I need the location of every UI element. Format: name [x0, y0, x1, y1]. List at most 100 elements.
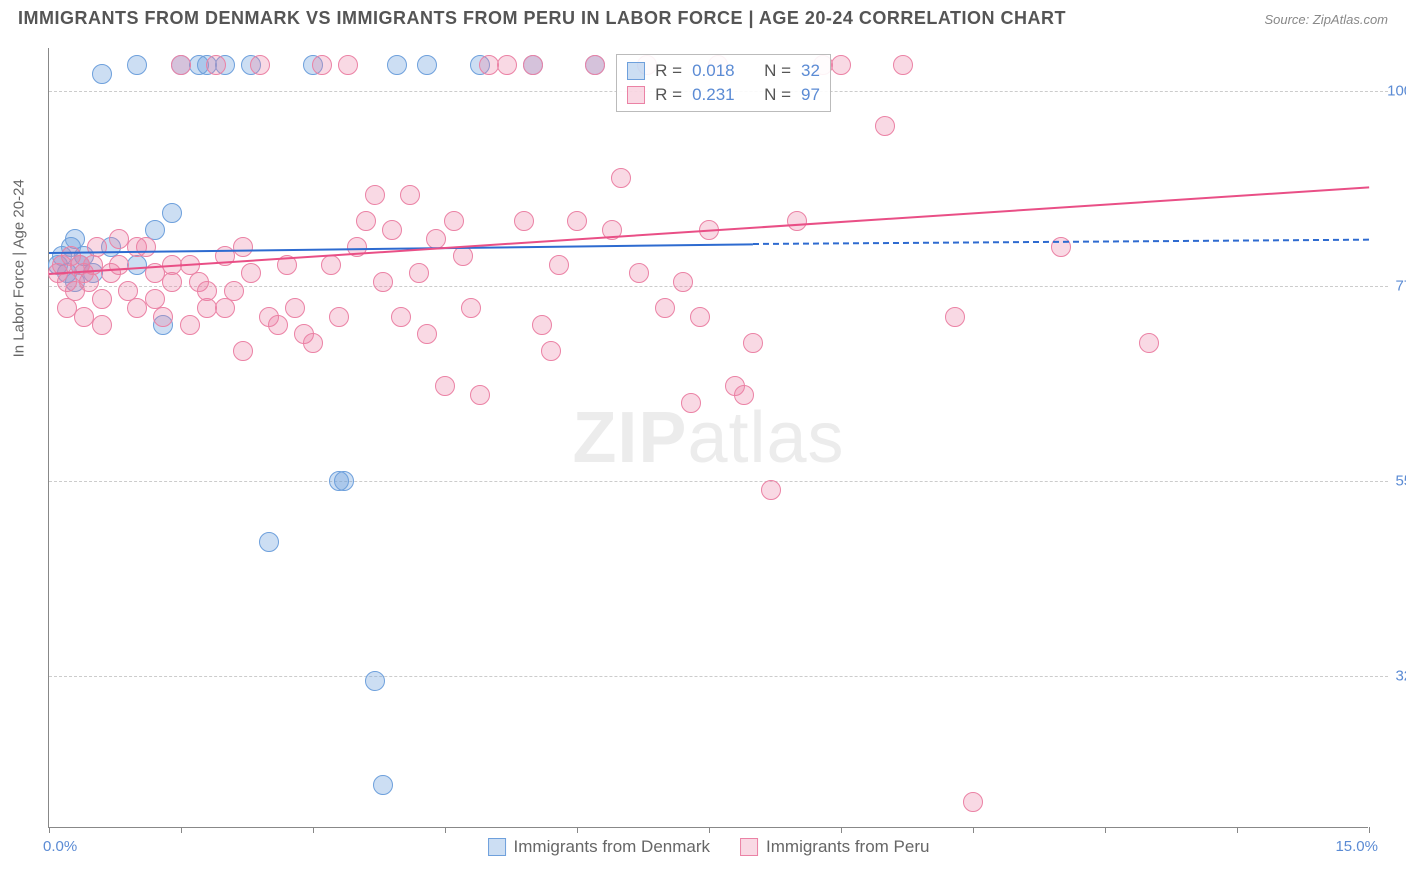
legend-label: Immigrants from Denmark [514, 837, 710, 857]
scatter-point [303, 333, 323, 353]
legend-swatch-icon [627, 86, 645, 104]
n-value: 32 [801, 59, 820, 83]
scatter-point [1139, 333, 1159, 353]
scatter-point [681, 393, 701, 413]
scatter-point [334, 471, 354, 491]
y-tick-label: 32.5% [1378, 668, 1406, 685]
scatter-point [523, 55, 543, 75]
scatter-point [532, 315, 552, 335]
scatter-point [444, 211, 464, 231]
chart-source: Source: ZipAtlas.com [1264, 12, 1388, 27]
y-tick-label: 100.0% [1378, 83, 1406, 100]
scatter-point [145, 289, 165, 309]
scatter-point [690, 307, 710, 327]
scatter-point [373, 272, 393, 292]
scatter-point [655, 298, 675, 318]
legend-label: Immigrants from Peru [766, 837, 929, 857]
scatter-point [206, 55, 226, 75]
x-tick [577, 827, 578, 833]
scatter-point [259, 532, 279, 552]
scatter-point [338, 55, 358, 75]
scatter-point [611, 168, 631, 188]
legend-item: Immigrants from Denmark [488, 837, 710, 857]
series-legend: Immigrants from Denmark Immigrants from P… [488, 837, 930, 857]
y-axis-title: In Labor Force | Age 20-24 [11, 179, 28, 357]
scatter-point [171, 55, 191, 75]
scatter-point [387, 55, 407, 75]
n-value: 97 [801, 83, 820, 107]
scatter-point [426, 229, 446, 249]
scatter-point [92, 315, 112, 335]
legend-item: Immigrants from Peru [740, 837, 929, 857]
scatter-point [312, 55, 332, 75]
scatter-point [285, 298, 305, 318]
scatter-point [417, 55, 437, 75]
scatter-point [787, 211, 807, 231]
scatter-point [92, 289, 112, 309]
scatter-point [409, 263, 429, 283]
scatter-point [497, 55, 517, 75]
scatter-point [585, 55, 605, 75]
scatter-point [831, 55, 851, 75]
scatter-point [356, 211, 376, 231]
scatter-point [197, 281, 217, 301]
scatter-point [87, 237, 107, 257]
legend-swatch-icon [740, 838, 758, 856]
scatter-point [215, 298, 235, 318]
scatter-point [743, 333, 763, 353]
scatter-point [549, 255, 569, 275]
scatter-point [162, 203, 182, 223]
grid-line [49, 676, 1388, 677]
scatter-point [541, 341, 561, 361]
scatter-point [365, 185, 385, 205]
r-value: 0.018 [692, 59, 735, 83]
legend-swatch-icon [488, 838, 506, 856]
y-tick-label: 77.5% [1378, 278, 1406, 295]
y-tick-label: 55.0% [1378, 473, 1406, 490]
legend-row: R =0.018 N =32 [627, 59, 820, 83]
scatter-point [893, 55, 913, 75]
x-tick [973, 827, 974, 833]
scatter-point [382, 220, 402, 240]
scatter-point [734, 385, 754, 405]
correlation-legend: R =0.018 N =32R =0.231 N =97 [616, 54, 831, 112]
scatter-plot: In Labor Force | Age 20-24 ZIPatlas 32.5… [48, 48, 1368, 828]
legend-swatch-icon [627, 62, 645, 80]
scatter-point [127, 237, 147, 257]
scatter-point [79, 272, 99, 292]
scatter-point [514, 211, 534, 231]
scatter-point [329, 307, 349, 327]
x-tick [181, 827, 182, 833]
scatter-point [567, 211, 587, 231]
x-tick [313, 827, 314, 833]
scatter-point [321, 255, 341, 275]
scatter-point [127, 55, 147, 75]
legend-row: R =0.231 N =97 [627, 83, 820, 107]
scatter-point [453, 246, 473, 266]
scatter-point [470, 385, 490, 405]
scatter-point [180, 315, 200, 335]
scatter-point [629, 263, 649, 283]
scatter-point [250, 55, 270, 75]
grid-line [49, 286, 1388, 287]
scatter-point [153, 307, 173, 327]
scatter-point [109, 255, 129, 275]
scatter-point [945, 307, 965, 327]
x-tick [1105, 827, 1106, 833]
scatter-point [461, 298, 481, 318]
scatter-point [268, 315, 288, 335]
r-value: 0.231 [692, 83, 735, 107]
x-tick [709, 827, 710, 833]
x-tick [1237, 827, 1238, 833]
trend-line [49, 187, 1369, 276]
scatter-point [373, 775, 393, 795]
grid-line [49, 481, 1388, 482]
x-tick [49, 827, 50, 833]
chart-title: IMMIGRANTS FROM DENMARK VS IMMIGRANTS FR… [18, 8, 1066, 29]
scatter-point [162, 272, 182, 292]
scatter-point [761, 480, 781, 500]
scatter-point [417, 324, 437, 344]
x-axis-max-label: 15.0% [1335, 838, 1378, 855]
scatter-point [400, 185, 420, 205]
scatter-point [233, 237, 253, 257]
